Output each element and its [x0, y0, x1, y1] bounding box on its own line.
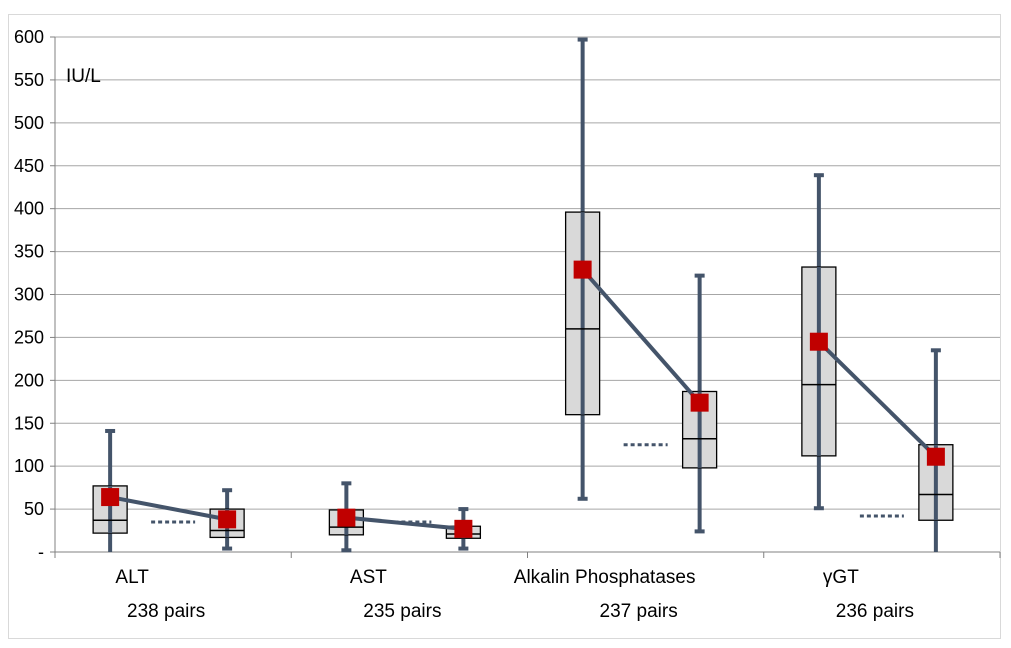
boxes [92, 37, 954, 553]
category-label: γGT [823, 567, 859, 588]
category-label: AST [350, 567, 387, 588]
pairs-label: 235 pairs [363, 601, 441, 622]
pairs-label: 236 pairs [836, 601, 914, 622]
reference-lines [151, 443, 904, 524]
mean-marker [926, 447, 945, 466]
category-labels: ALT 238 pairs AST 235 pairs Alkalin Phosphat… [115, 567, 914, 622]
y-tick-label: 600 [14, 27, 44, 47]
mean-marker [101, 488, 120, 507]
mean-connector [346, 515, 464, 531]
y-tick-label: 500 [14, 113, 44, 133]
pairs-label: 237 pairs [600, 601, 678, 622]
mean-marker [809, 332, 828, 351]
axes [50, 36, 1001, 558]
y-tick-label: 200 [14, 370, 44, 390]
y-tick-label: 550 [14, 70, 44, 90]
y-tick-label: 400 [14, 199, 44, 219]
y-tick-label: 250 [14, 327, 44, 347]
mean-connector [109, 495, 228, 522]
y-axis-ticks: 600 550 500 450 400 350 300 250 200 150 100 50 - [14, 27, 44, 562]
mean-marker [690, 393, 709, 412]
box-plot [564, 37, 601, 501]
category-label: Alkalin Phosphatases [514, 567, 696, 588]
y-tick-label: 350 [14, 242, 44, 262]
mean-connector [581, 268, 702, 404]
y-tick-label: - [38, 542, 44, 562]
mean-marker [454, 519, 473, 538]
mean-marker [218, 510, 237, 529]
mean-connector [817, 340, 938, 459]
gridlines [55, 36, 1000, 510]
y-tick-label: 50 [24, 499, 44, 519]
mean-marker [337, 508, 356, 527]
unit-label: IU/L [66, 66, 101, 87]
y-tick-label: 450 [14, 156, 44, 176]
category-label: ALT [115, 567, 149, 588]
y-tick-label: 300 [14, 285, 44, 305]
mean-series [101, 260, 945, 538]
y-tick-label: 150 [14, 413, 44, 433]
pairs-label: 238 pairs [127, 601, 205, 622]
y-tick-label: 100 [14, 456, 44, 476]
mean-marker [573, 260, 592, 279]
